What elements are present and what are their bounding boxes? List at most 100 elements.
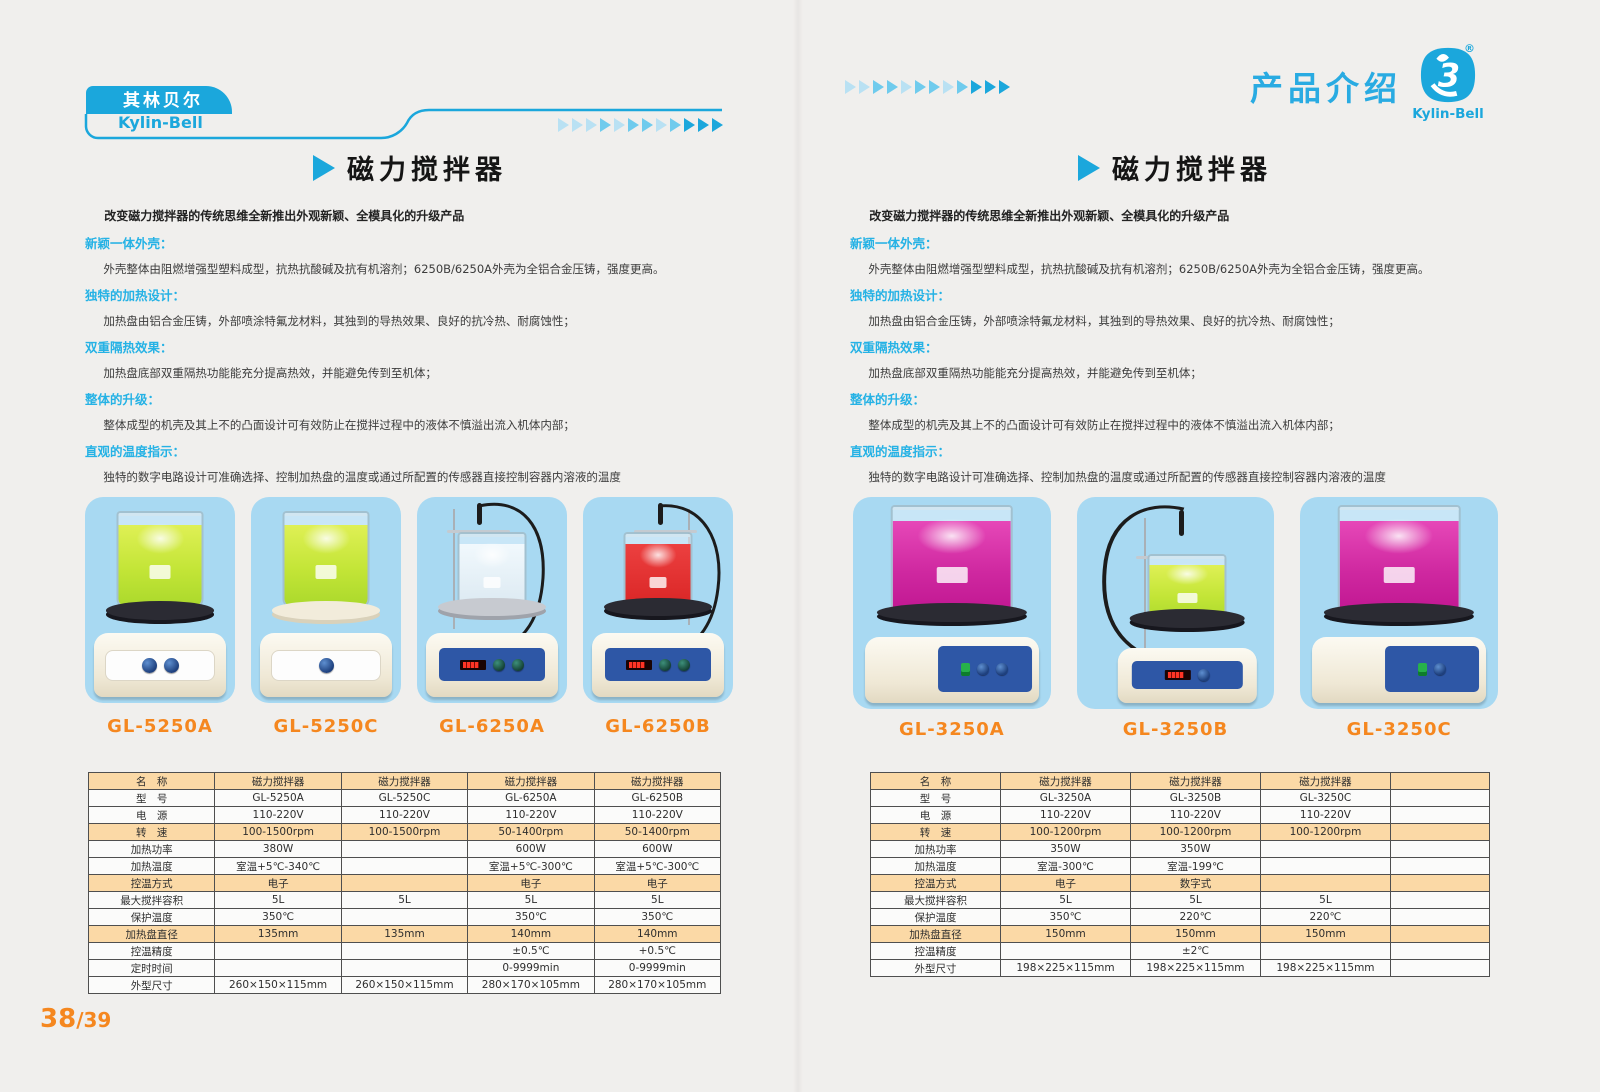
stir-plate (106, 601, 214, 620)
chevron-right-icon (572, 118, 583, 132)
spec-value-cell: 室温+5℃-340℃ (214, 857, 342, 875)
product-photo (251, 497, 401, 703)
spec-label-cell: 转 速 (87, 823, 216, 841)
spec-value-cell (1389, 942, 1491, 960)
spec-value-cell: 5L (1129, 891, 1261, 909)
spec-value-cell: 电子 (593, 874, 722, 892)
spec-value-cell: 110-220V (214, 806, 342, 824)
heat-knob (512, 658, 524, 671)
probe-stand-rod (453, 509, 455, 629)
beaker (282, 511, 370, 609)
stir-plate (604, 597, 712, 617)
spec-value-cell: 135mm (340, 925, 469, 943)
spec-value-cell: 100-1500rpm (214, 823, 342, 841)
chevron-right-icon (957, 80, 968, 94)
intro-paragraph: 改变磁力搅拌器的传统思维全新推出外观新颖、全模具化的升级产品 (869, 209, 1230, 223)
spec-label-cell: 加热温度 (870, 857, 1001, 875)
chevron-right-icon (600, 118, 611, 132)
product-photo (1300, 497, 1498, 709)
spec-value-cell: 350℃ (593, 908, 722, 926)
spec-value-cell (1389, 823, 1491, 841)
spec-value-cell: 280×170×105mm (467, 976, 595, 994)
spec-value-cell: 140mm (467, 925, 595, 943)
chevron-right-icon (943, 80, 954, 94)
heat-knob (678, 658, 690, 671)
section-title-text: 磁力搅拌器 (1112, 155, 1272, 186)
spec-value-cell: 100-1500rpm (340, 823, 469, 841)
spec-value-cell: 室温-199℃ (1129, 857, 1261, 875)
spec-value-cell (340, 959, 469, 977)
spec-value-cell (1389, 772, 1491, 790)
spec-label-cell: 名 称 (870, 772, 1001, 790)
intro-paragraph: 改变磁力搅拌器的传统思维全新推出外观新颖、全模具化的升级产品 (104, 209, 465, 223)
table-row: 转 速 100-1500rpm 100-1500rpm 50-1400rpm 50-14… (87, 823, 722, 841)
spec-label-cell: 加热功率 (870, 840, 1001, 858)
table-row: 加热功率 380W 600W 600W (87, 840, 722, 858)
control-panel (104, 649, 216, 681)
spec-value-cell (1389, 959, 1491, 977)
power-switch (961, 662, 971, 676)
spec-label-cell: 电 源 (87, 806, 216, 824)
table-row: 加热盘直径 135mm 135mm 140mm 140mm (87, 925, 722, 943)
spec-value-cell (999, 942, 1131, 960)
spec-label-cell: 外型尺寸 (87, 976, 216, 994)
probe-cable (1101, 505, 1184, 656)
spec-value-cell: GL-5250A (214, 789, 342, 807)
spec-label-cell: 加热温度 (87, 857, 216, 875)
digital-display (626, 659, 652, 670)
table-row: 型 号 GL-5250A GL-5250C GL-6250A GL-6250B (87, 789, 722, 807)
spec-value-cell: 磁力搅拌器 (1259, 772, 1391, 790)
table-row: 外型尺寸 260×150×115mm 260×150×115mm 280×170×10… (87, 976, 722, 994)
spec-value-cell: 110-220V (1259, 806, 1391, 824)
feature-body: 独特的数字电路设计可准确选择、控制加热盘的温度或通过所配置的传感器直接控制容器内… (868, 469, 1386, 484)
feature-heading: 独特的加热设计： (85, 288, 186, 303)
spec-value-cell: 5L (1259, 891, 1391, 909)
product-label-row-left: GL-5250A GL-5250C GL-6250A GL-6250B (85, 716, 733, 737)
speed-knob (493, 658, 505, 671)
table-row: 名 称磁力搅拌器 磁力搅拌器 磁力搅拌器 磁力搅拌器 (87, 772, 722, 790)
control-panel (937, 646, 1032, 693)
section-title-left: 磁力搅拌器 (85, 148, 735, 187)
spec-value-cell: 室温-300℃ (999, 857, 1131, 875)
product-model-label: GL-5250A (107, 716, 213, 737)
chevron-right-icon (670, 118, 681, 132)
spec-value-cell (1259, 874, 1391, 892)
table-row: 定时时间 0-9999min 0-9999min (87, 959, 722, 977)
stirrer-base (1118, 647, 1257, 703)
chevron-right-icon (999, 80, 1010, 94)
spec-label-cell: 型 号 (870, 789, 1001, 807)
spec-value-cell: 电子 (467, 874, 595, 892)
table-row: 最大搅拌容积 5L 5L 5L (870, 891, 1491, 909)
spec-value-cell: 110-220V (1129, 806, 1261, 824)
feature-heading: 直观的温度指示： (850, 444, 951, 459)
temperature-probe (477, 503, 482, 526)
digital-display (1164, 670, 1191, 681)
spec-value-cell: 350℃ (214, 908, 342, 926)
page-number-next: /39 (76, 1008, 112, 1032)
spec-value-cell: 磁力搅拌器 (340, 772, 469, 790)
heat-knob (163, 657, 179, 673)
control-panel (270, 649, 382, 681)
spec-value-cell: 50-1400rpm (467, 823, 595, 841)
spec-value-cell: GL-6250B (593, 789, 722, 807)
feature-body: 独特的数字电路设计可准确选择、控制加热盘的温度或通过所配置的传感器直接控制容器内… (103, 469, 621, 484)
beaker (116, 511, 204, 609)
probe-stand-rod (1143, 518, 1146, 650)
chevron-right-icon (698, 118, 709, 132)
chevron-right-icon (873, 80, 884, 94)
spec-value-cell: 600W (593, 840, 722, 858)
spec-label-cell: 外型尺寸 (870, 959, 1001, 977)
spec-value-cell: 5L (340, 891, 469, 909)
spec-value-cell: 220℃ (1129, 908, 1261, 926)
chevron-right-icon (684, 118, 695, 132)
chevron-right-icon (558, 118, 569, 132)
chevron-right-icon (887, 80, 898, 94)
table-row: 控温精度 ±0.5℃ +0.5℃ (87, 942, 722, 960)
spec-value-cell: GL-6250A (467, 789, 595, 807)
svg-text:3: 3 (1438, 57, 1460, 95)
feature-heading: 新颖一体外壳： (850, 236, 938, 251)
feature-copy-left: 改变磁力搅拌器的传统思维全新推出外观新颖、全模具化的升级产品 新颖一体外壳： 外… (85, 203, 761, 484)
spec-value-cell: 260×150×115mm (214, 976, 342, 994)
table-row: 最大搅拌容积 5L 5L 5L 5L (87, 891, 722, 909)
spec-value-cell (1259, 840, 1391, 858)
